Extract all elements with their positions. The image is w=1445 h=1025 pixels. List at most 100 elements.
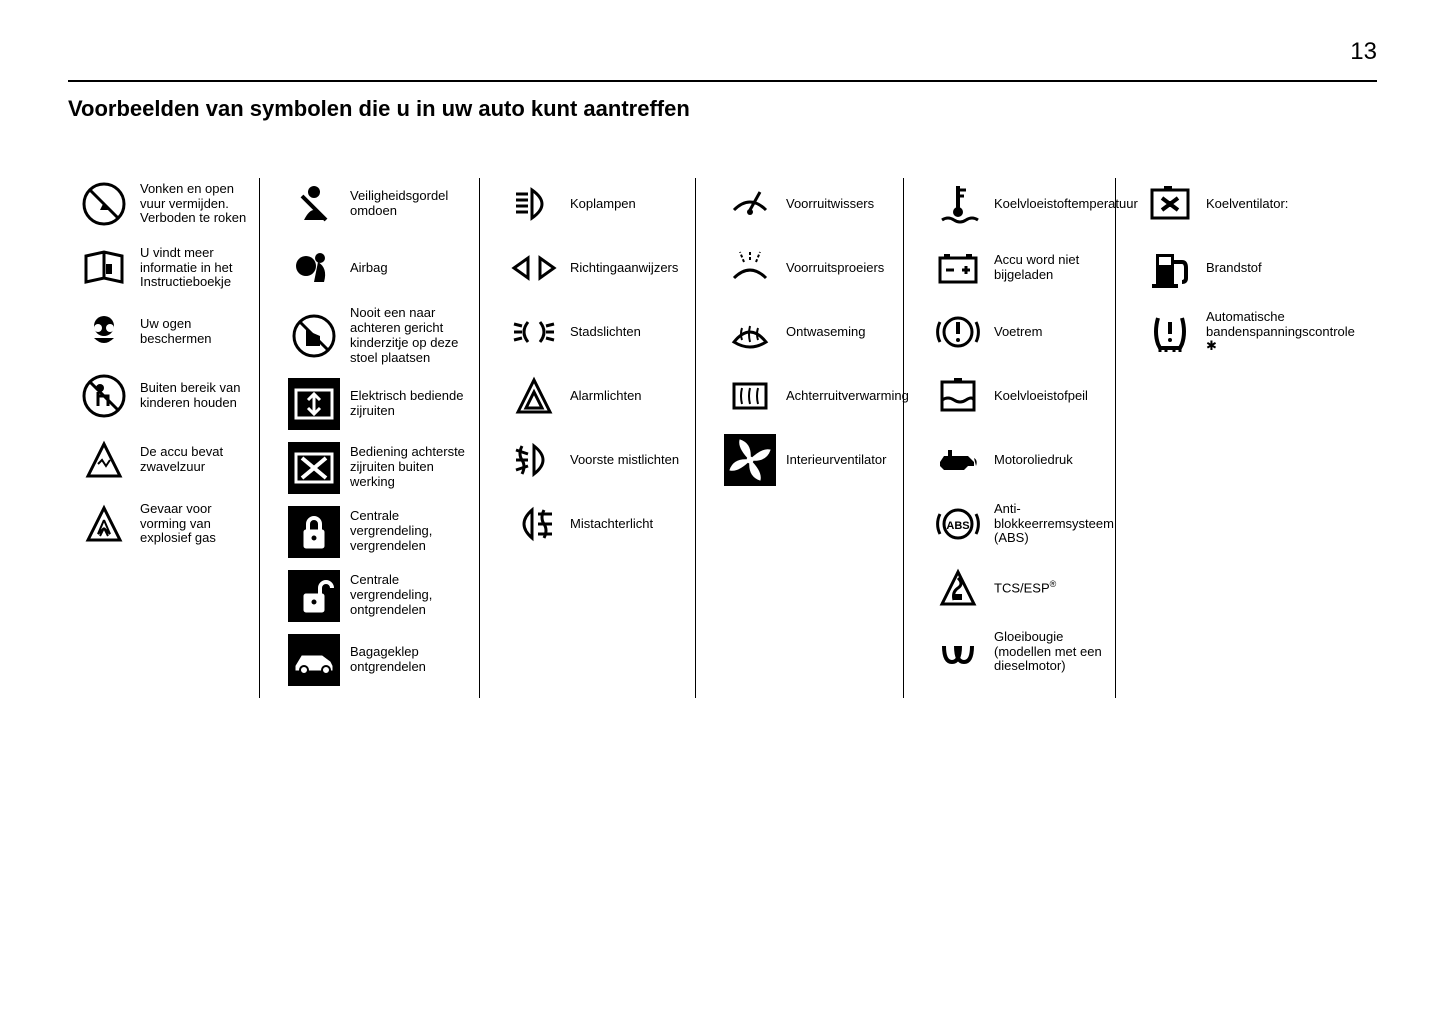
- symbol-label: Airbag: [350, 261, 388, 276]
- no-fire-icon: [78, 178, 130, 230]
- symbol-item: Interieurventilator: [724, 434, 897, 486]
- brake-icon: [932, 306, 984, 358]
- symbol-label: Centrale vergrendeling, vergrendelen: [350, 509, 473, 554]
- symbol-item: Alarmlichten: [508, 370, 689, 422]
- symbol-item: TCS/ESP®: [932, 562, 1109, 614]
- battery-charge-icon: [932, 242, 984, 294]
- tcs-esp-icon: [932, 562, 984, 614]
- glow-plug-icon: [932, 626, 984, 678]
- fan-icon: [724, 434, 776, 486]
- symbol-item: Automatische bandenspanningscontrole ✱: [1144, 306, 1308, 358]
- symbol-label: Interieurventilator: [786, 453, 886, 468]
- symbol-label: Motoroliedruk: [994, 453, 1073, 468]
- symbol-label: Accu word niet bijgeladen: [994, 253, 1109, 283]
- symbol-label: Ontwaseming: [786, 325, 865, 340]
- front-fog-icon: [508, 434, 560, 486]
- symbol-item: Voorste mistlichten: [508, 434, 689, 486]
- eye-protection-icon: [78, 306, 130, 358]
- oil-pressure-icon: [932, 434, 984, 486]
- symbol-label: Gevaar voor vorming van explosief gas: [140, 502, 253, 547]
- symbol-item: Accu word niet bijgeladen: [932, 242, 1109, 294]
- symbol-label: Brandstof: [1206, 261, 1262, 276]
- symbol-label: U vindt meer informatie in het Instructi…: [140, 246, 253, 291]
- symbol-label: Koelvloeistoftemperatuur: [994, 197, 1138, 212]
- symbol-item: Vonken en open vuur vermijden. Verboden …: [78, 178, 253, 230]
- symbol-label: Koelvloeistofpeil: [994, 389, 1088, 404]
- symbol-label: Koplampen: [570, 197, 636, 212]
- symbol-label: Alarmlichten: [570, 389, 642, 404]
- symbol-label: Richtingaanwijzers: [570, 261, 678, 276]
- tire-pressure-icon: [1144, 306, 1196, 358]
- defog-icon: [724, 306, 776, 358]
- symbol-label: Buiten bereik van kinderen houden: [140, 381, 253, 411]
- airbag-icon: [288, 242, 340, 294]
- symbol-item: Bagageklep ontgrendelen: [288, 634, 473, 686]
- symbol-item: Airbag: [288, 242, 473, 294]
- column-2: Veiligheidsgordel omdoen Airbag Nooit een …: [288, 178, 480, 698]
- symbol-item: Stadslichten: [508, 306, 689, 358]
- symbol-item: Koelvloeistoftemperatuur: [932, 178, 1109, 230]
- symbol-label: Koelventilator:: [1206, 197, 1288, 212]
- abs-icon: ABS: [932, 498, 984, 550]
- symbol-label: Centrale vergrendeling, ontgrendelen: [350, 573, 473, 618]
- symbol-label: Nooit een naar achteren gericht kinderzi…: [350, 306, 473, 366]
- symbol-item: ABSAnti-blokkeerremsysteem (ABS): [932, 498, 1109, 550]
- turn-signal-icon: [508, 242, 560, 294]
- manual-icon: [78, 242, 130, 294]
- explosive-gas-icon: [78, 498, 130, 550]
- symbol-item: Uw ogen beschermen: [78, 306, 253, 358]
- symbol-item: Voetrem: [932, 306, 1109, 358]
- unlock-icon: [288, 570, 340, 622]
- symbol-item: Veiligheidsgordel omdoen: [288, 178, 473, 230]
- symbol-label: Elektrisch bediende zijruiten: [350, 389, 473, 419]
- symbol-item: Gloeibougie (modellen met een dieselmoto…: [932, 626, 1109, 678]
- symbol-label: Vonken en open vuur vermijden. Verboden …: [140, 182, 253, 227]
- symbol-label: TCS/ESP®: [994, 579, 1056, 596]
- superscript: ®: [1050, 579, 1057, 589]
- hazard-icon: [508, 370, 560, 422]
- page-number: 13: [1350, 38, 1377, 66]
- symbol-item: Centrale vergrendeling, ontgrendelen: [288, 570, 473, 622]
- symbol-item: Richtingaanwijzers: [508, 242, 689, 294]
- window-disable-icon: [288, 442, 340, 494]
- symbol-item: Buiten bereik van kinderen houden: [78, 370, 253, 422]
- no-child-seat-icon: [288, 310, 340, 362]
- column-1: Vonken en open vuur vermijden. Verboden …: [78, 178, 260, 698]
- symbol-label: Uw ogen beschermen: [140, 317, 253, 347]
- symbol-item: Centrale vergrendeling, vergrendelen: [288, 506, 473, 558]
- wiper-icon: [724, 178, 776, 230]
- symbol-item: Brandstof: [1144, 242, 1308, 294]
- symbol-label: Achterruitverwarming: [786, 389, 909, 404]
- cooling-fan-icon: [1144, 178, 1196, 230]
- column-5: Koelvloeistoftemperatuur Accu word niet b…: [932, 178, 1116, 698]
- page-title: Voorbeelden van symbolen die u in uw aut…: [68, 96, 690, 122]
- fuel-icon: [1144, 242, 1196, 294]
- symbol-label: Gloeibougie (modellen met een dieselmoto…: [994, 630, 1109, 675]
- symbol-label: Voorruitwissers: [786, 197, 874, 212]
- symbol-item: U vindt meer informatie in het Instructi…: [78, 242, 253, 294]
- symbol-item: De accu bevat zwavelzuur: [78, 434, 253, 486]
- column-3: Koplampen Richtingaanwijzers Stadslichten A…: [508, 178, 696, 698]
- rear-defrost-icon: [724, 370, 776, 422]
- headlights-icon: [508, 178, 560, 230]
- symbol-label: Voorste mistlichten: [570, 453, 679, 468]
- battery-acid-icon: [78, 434, 130, 486]
- symbol-item: Voorruitsproeiers: [724, 242, 897, 294]
- symbol-item: Bediening achterste zijruiten buiten wer…: [288, 442, 473, 494]
- seatbelt-icon: [288, 178, 340, 230]
- symbol-columns: Vonken en open vuur vermijden. Verboden …: [78, 178, 1314, 698]
- symbol-item: Gevaar voor vorming van explosief gas: [78, 498, 253, 550]
- symbol-label: Bediening achterste zijruiten buiten wer…: [350, 445, 473, 490]
- symbol-label: Stadslichten: [570, 325, 641, 340]
- symbol-label: Automatische bandenspanningscontrole ✱: [1206, 310, 1355, 355]
- washer-icon: [724, 242, 776, 294]
- symbol-item: Voorruitwissers: [724, 178, 897, 230]
- symbol-label: Voorruitsproeiers: [786, 261, 884, 276]
- symbol-label: Veiligheidsgordel omdoen: [350, 189, 473, 219]
- symbol-label: De accu bevat zwavelzuur: [140, 445, 253, 475]
- lock-icon: [288, 506, 340, 558]
- symbol-item: Nooit een naar achteren gericht kinderzi…: [288, 306, 473, 366]
- svg-text:ABS: ABS: [946, 520, 969, 532]
- trunk-icon: [288, 634, 340, 686]
- power-window-icon: [288, 378, 340, 430]
